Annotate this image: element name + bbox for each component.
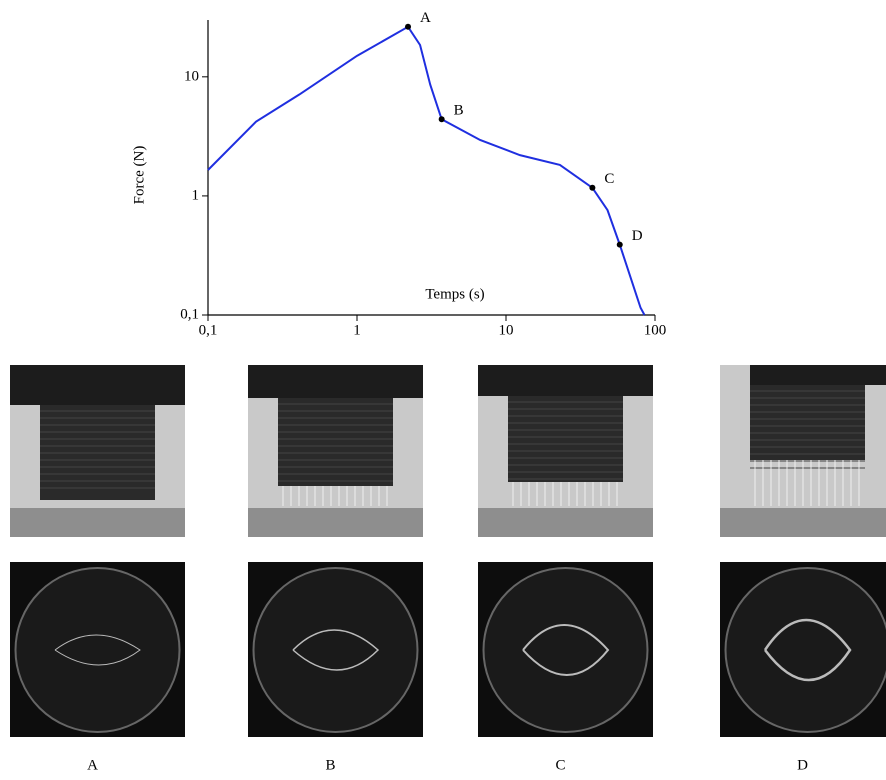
y-tick-label: 1 (192, 187, 200, 203)
plate (10, 508, 185, 537)
point-label: C (604, 171, 614, 187)
point-marker (439, 116, 445, 122)
machine-head (478, 365, 653, 396)
x-tick-label: 1 (353, 322, 361, 338)
panel-label: C (555, 757, 565, 773)
point-marker (589, 185, 595, 191)
force-curve (208, 27, 644, 315)
dish (16, 568, 180, 732)
y-tick-label: 10 (184, 68, 199, 84)
x-tick-label: 100 (644, 322, 667, 338)
dish (726, 568, 886, 732)
point-marker (405, 24, 411, 30)
dish (484, 568, 648, 732)
x-axis-label: Temps (s) (425, 286, 484, 302)
point-label: D (632, 228, 643, 244)
point-marker (617, 242, 623, 248)
plate (720, 508, 886, 537)
machine-head (750, 365, 886, 385)
machine-head (10, 365, 185, 405)
point-label: B (454, 103, 464, 119)
plate (248, 508, 423, 537)
probe (750, 385, 865, 460)
x-tick-label: 0,1 (199, 322, 218, 338)
y-tick-label: 0,1 (180, 306, 199, 322)
y-axis-label: Force (N) (131, 146, 147, 205)
plate (478, 508, 653, 537)
point-label: A (420, 10, 431, 26)
machine-head (248, 365, 423, 398)
photo-panels (10, 365, 886, 737)
panel-label: D (797, 757, 808, 773)
panel-label: A (87, 757, 98, 773)
panel-label: B (325, 757, 335, 773)
dish (254, 568, 418, 732)
x-tick-label: 10 (499, 322, 514, 338)
